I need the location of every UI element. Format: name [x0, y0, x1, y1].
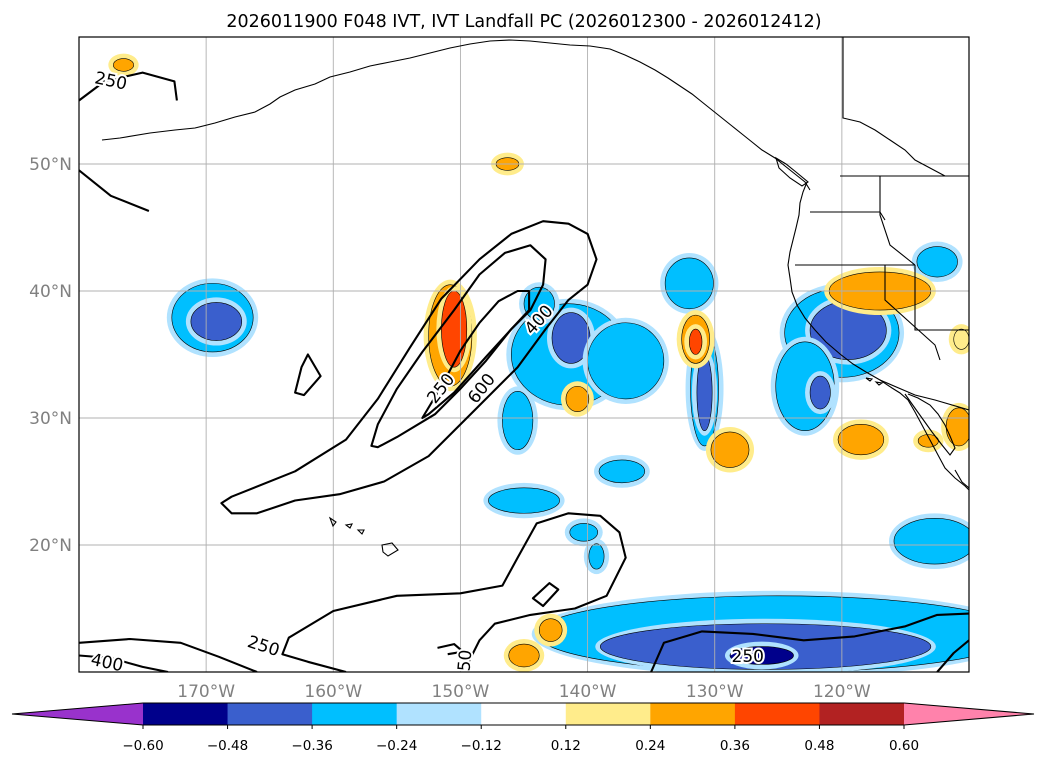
pc-region-8 [488, 487, 560, 514]
pc-region-35 [945, 407, 969, 447]
lon-label-130w: 130°W [686, 682, 744, 702]
pc-region-17 [916, 246, 958, 278]
ivt-contour-250-6 [79, 637, 258, 672]
pc-region-16 [809, 375, 831, 410]
us-mexico-border [879, 379, 969, 411]
landfall-pc-shading [108, 53, 969, 672]
colorbar-segment-7 [734, 703, 820, 725]
pc-region-9 [569, 523, 599, 542]
pc-region-37 [953, 328, 969, 350]
pc-region-6 [502, 391, 534, 451]
ivt-contour-250-0 [220, 220, 598, 515]
ivt-contour-250-12 [936, 639, 969, 672]
lat-label-20n: 20°N [29, 536, 72, 556]
latitude-labels: 20°N 30°N 40°N 50°N [29, 155, 72, 556]
pc-region-18 [893, 518, 969, 565]
lat-label-40n: 40°N [29, 282, 72, 302]
pc-region-31 [508, 643, 540, 668]
ivt-contour-250-5 [79, 71, 178, 102]
colorbar-segment-0 [143, 703, 229, 725]
ivt-contours [79, 71, 969, 672]
lon-label-120w: 120°W [813, 682, 871, 702]
pc-region-5 [523, 286, 555, 321]
longitude-labels: 170°W 160°W 150°W 140°W 130°W 120°W [177, 682, 871, 702]
cbar-label-036: 0.36 [720, 738, 750, 754]
lat-label-30n: 30°N [29, 409, 72, 429]
cbar-label-neg048: −0.48 [207, 738, 248, 754]
lon-label-150w: 150°W [432, 682, 490, 702]
pc-region-30 [565, 385, 590, 412]
map-frame [78, 36, 970, 673]
ivt-contour-600-2 [421, 289, 531, 420]
colorbar-segment-2 [312, 703, 398, 725]
lat-label-50n: 50°N [29, 155, 72, 175]
contour-label-7: 250 [732, 647, 764, 667]
hawaii-islands [328, 516, 399, 557]
pc-region-7 [598, 459, 646, 484]
ivt-contour-250-8 [281, 512, 627, 672]
pc-region-22 [729, 646, 794, 665]
lon-label-170w: 170°W [177, 682, 235, 702]
pc-region-1 [190, 302, 243, 341]
pc-region-32 [538, 618, 563, 642]
baja-peninsula-coastline [904, 393, 956, 456]
channel-islands [865, 377, 884, 386]
cbar-label-024: 0.24 [635, 738, 665, 754]
ivt-contour-400-1 [370, 244, 547, 449]
ivt-contour-400-7 [79, 654, 169, 672]
ivt-contour-400-9 [531, 582, 560, 608]
alaska-coastline [101, 39, 811, 191]
pc-region-24 [441, 290, 468, 368]
colorbar-segment-4 [481, 703, 567, 725]
colorbar-ticks [142, 725, 905, 729]
colorbar-tick-labels: −0.60 −0.48 −0.36 −0.24 −0.12 0.12 0.24 … [122, 738, 919, 754]
pc-region-29 [710, 431, 750, 468]
colorbar-segment-6 [650, 703, 736, 725]
colorbar-segment-3 [396, 703, 482, 725]
cbar-label-048: 0.48 [804, 738, 834, 754]
alaska-border [842, 37, 946, 177]
mexico-coastline [954, 469, 969, 489]
lon-label-140w: 140°W [559, 682, 617, 702]
state-border-ca-nv [884, 265, 941, 361]
ivt-contour-250-11 [650, 612, 969, 672]
cbar-label-neg036: −0.36 [291, 738, 332, 754]
colorbar-segments [11, 702, 1035, 726]
state-border-nv-ut [914, 265, 969, 331]
ivt-contour-400-3 [294, 353, 322, 397]
colorbar-extend-low [12, 703, 143, 725]
pc-region-10 [664, 257, 714, 310]
ivt-contour-400-10 [437, 643, 465, 656]
pc-region-26 [688, 328, 703, 355]
pc-region-34 [113, 58, 134, 72]
state-border-id [879, 176, 916, 266]
cbar-label-060: 0.60 [889, 738, 919, 754]
cbar-label-neg012: −0.12 [461, 738, 502, 754]
vancouver-island [775, 156, 809, 187]
colorbar: −0.60 −0.48 −0.36 −0.24 −0.12 0.12 0.24 … [11, 702, 1035, 754]
pc-region-27 [837, 424, 885, 456]
colorbar-extend-high [904, 703, 1034, 725]
cbar-label-neg024: −0.24 [376, 738, 417, 754]
chart-title: 2026011900 F048 IVT, IVT Landfall PC (20… [226, 12, 821, 32]
pc-region-19 [588, 543, 605, 570]
cbar-label-012: 0.12 [551, 738, 581, 754]
pc-region-4 [587, 322, 665, 400]
colorbar-segment-5 [565, 703, 651, 725]
colorbar-segment-1 [227, 703, 313, 725]
colorbar-segment-8 [819, 703, 905, 725]
contour-label-6: 50 [455, 649, 477, 672]
ivt-contour-250-4 [79, 169, 150, 212]
coastlines-and-borders [101, 37, 969, 557]
lon-label-160w: 160°W [304, 682, 362, 702]
cbar-label-neg060: −0.60 [122, 738, 163, 754]
us-west-coastline [787, 181, 969, 491]
